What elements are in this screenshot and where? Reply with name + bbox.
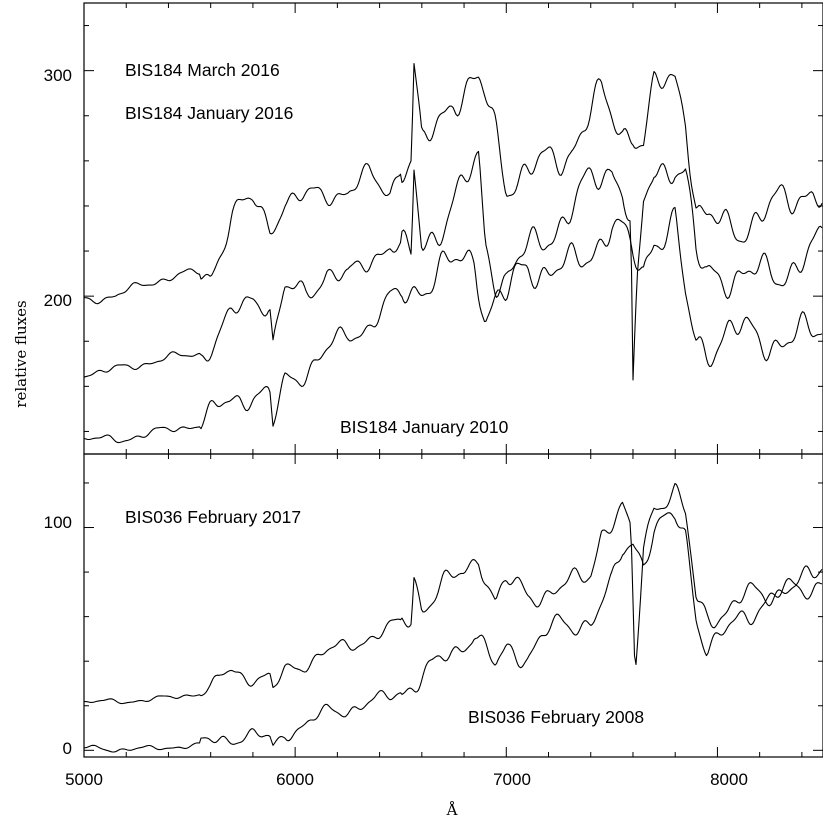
y-tick-label-0: 0 xyxy=(63,739,72,758)
spectrum-line xyxy=(83,150,823,381)
top-panel-series xyxy=(83,62,823,444)
y-axis-title: relative fluxes xyxy=(12,300,30,407)
bottom-panel-frame xyxy=(83,453,823,758)
x-axis-title: Å xyxy=(446,801,458,819)
spectrum-line xyxy=(83,206,823,444)
y-tick-label-200: 200 xyxy=(44,291,72,310)
series-label-bis184-january-2010: BIS184 January 2010 xyxy=(340,417,509,437)
spectrum-line xyxy=(83,62,823,305)
x-tick-label-8000: 8000 xyxy=(710,770,748,789)
y-tick-label-100: 100 xyxy=(44,513,72,532)
spectrum-line xyxy=(83,512,823,753)
series-label-bis184-january-2016: BIS184 January 2016 xyxy=(125,103,293,123)
series-label-bis184-march-2016: BIS184 March 2016 xyxy=(125,60,280,80)
spectrum-line xyxy=(83,482,823,705)
x-tick-label-7000: 7000 xyxy=(493,770,531,789)
series-label-bis036-february-2017: BIS036 February 2017 xyxy=(125,507,301,527)
x-tick-label-6000: 6000 xyxy=(276,770,314,789)
bottom-panel-series xyxy=(83,482,823,753)
x-tick-label-5000: 5000 xyxy=(65,770,103,789)
axis-ticks xyxy=(83,3,823,757)
series-label-bis036-february-2008: BIS036 February 2008 xyxy=(468,707,644,727)
y-tick-label-300: 300 xyxy=(44,66,72,85)
